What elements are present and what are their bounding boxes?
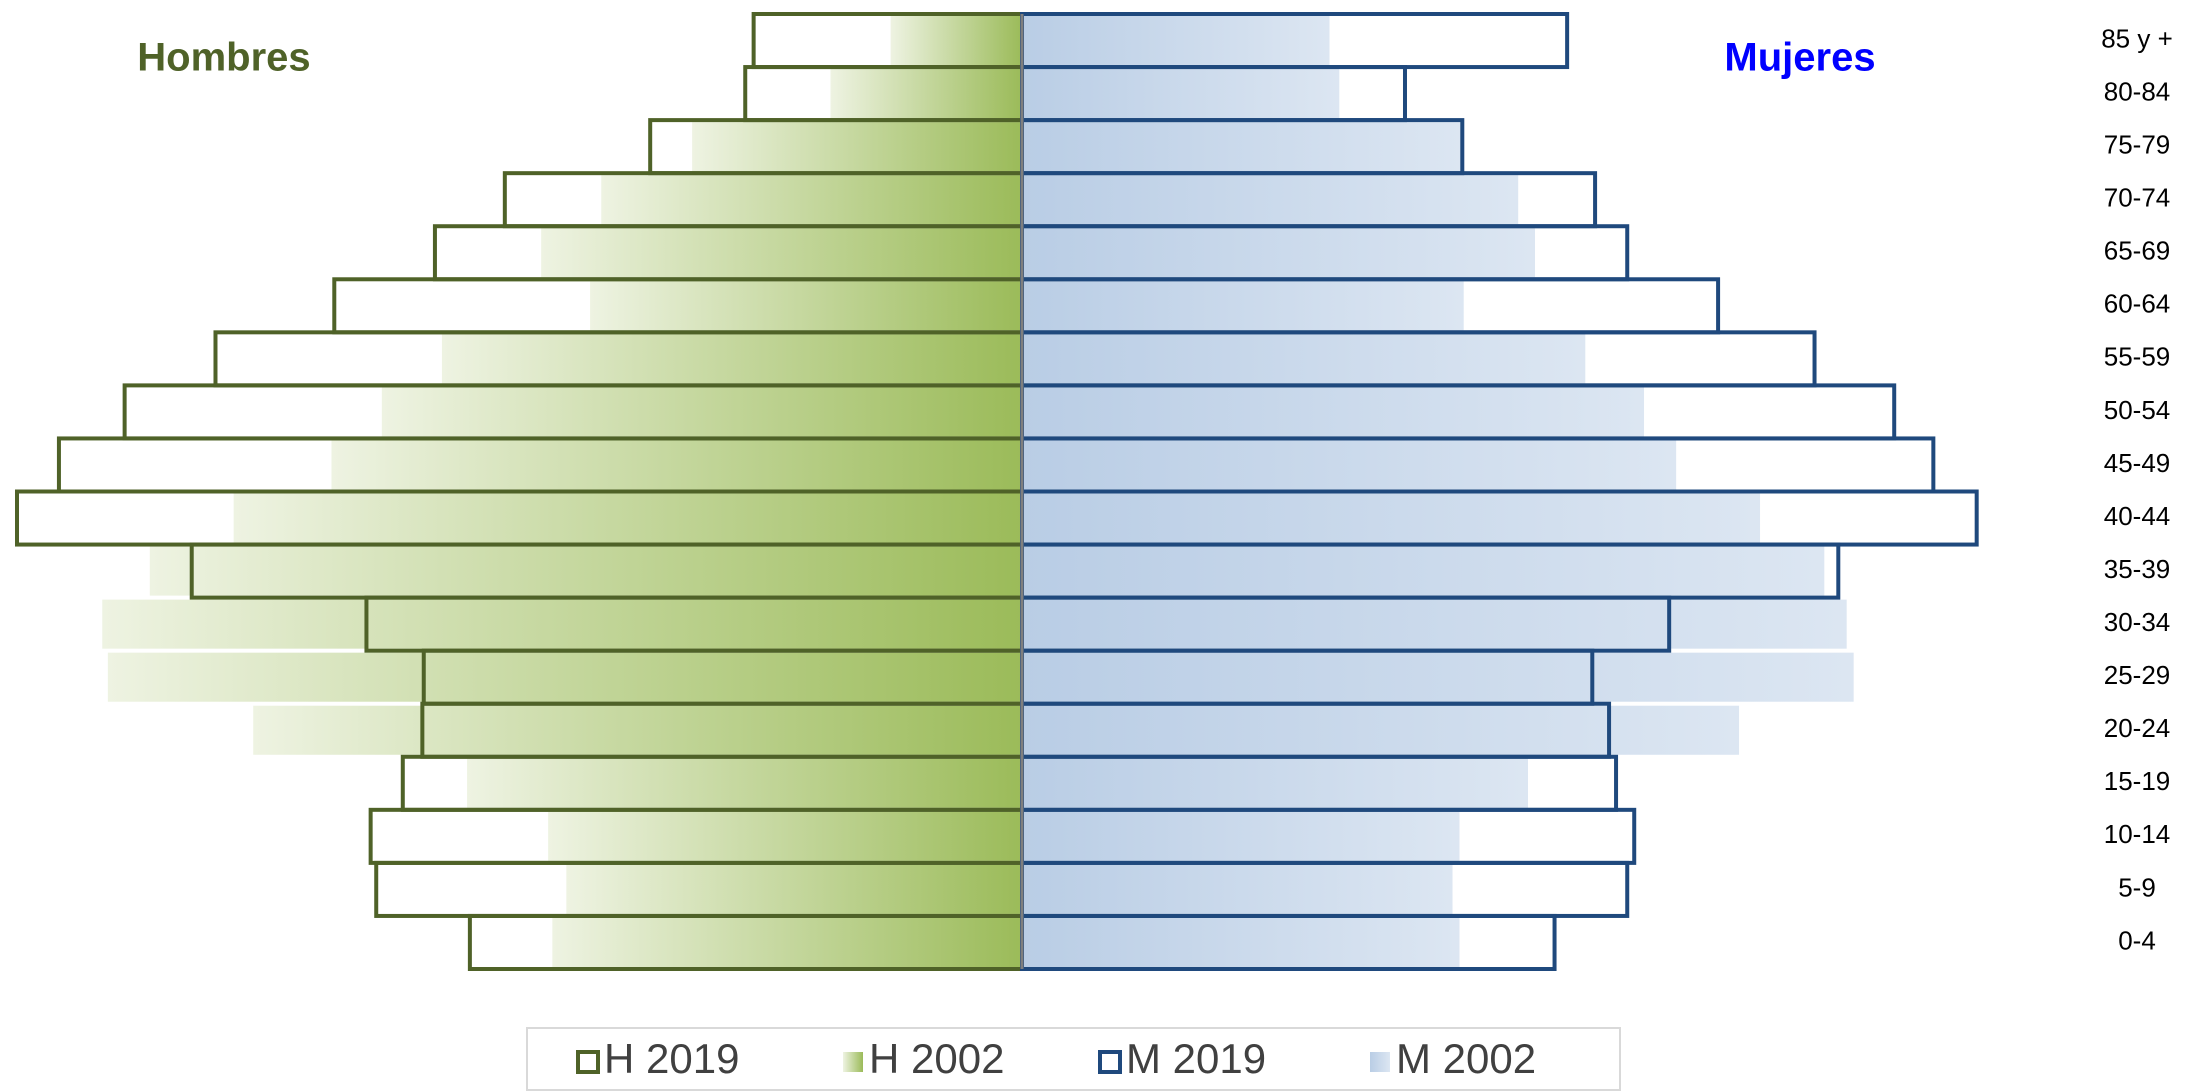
category-label: 65-69 xyxy=(2104,236,2171,266)
side-label: Hombres xyxy=(137,36,310,80)
legend-swatch xyxy=(1098,1050,1122,1074)
category-label: 45-49 xyxy=(2104,448,2171,478)
category-label: 70-74 xyxy=(2104,183,2171,213)
bar xyxy=(1022,917,1460,967)
bar xyxy=(233,493,1022,543)
legend-swatch xyxy=(576,1050,600,1074)
bar xyxy=(1022,440,1677,490)
category-label: 10-14 xyxy=(2104,819,2171,849)
bar xyxy=(1022,281,1464,331)
category-label: 0-4 xyxy=(2118,925,2156,955)
legend-label: H 2019 xyxy=(604,1035,739,1082)
category-label: 60-64 xyxy=(2104,289,2171,319)
bar xyxy=(1022,599,1847,649)
legend-swatch xyxy=(843,1052,863,1072)
category-label: 35-39 xyxy=(2104,554,2171,584)
bar xyxy=(1022,758,1528,808)
bar xyxy=(566,864,1022,914)
category-label: 85 y + xyxy=(2101,23,2173,53)
side-label: Mujeres xyxy=(1724,36,1875,80)
bar xyxy=(1022,175,1519,225)
legend-label: M 2002 xyxy=(1396,1035,1536,1082)
bar xyxy=(1022,16,1330,66)
bar xyxy=(107,652,1023,702)
bar xyxy=(253,705,1022,755)
bar xyxy=(1022,864,1453,914)
category-label: 80-84 xyxy=(2104,76,2171,106)
category-label: 75-79 xyxy=(2104,130,2171,160)
bar xyxy=(467,758,1022,808)
legend-label: H 2002 xyxy=(869,1035,1004,1082)
legend-label: M 2019 xyxy=(1126,1035,1266,1082)
bar xyxy=(1022,122,1463,172)
bar xyxy=(381,387,1022,437)
bar xyxy=(102,599,1022,649)
bar xyxy=(441,334,1023,384)
bar xyxy=(1022,705,1740,755)
bar xyxy=(890,16,1022,66)
legend-swatch xyxy=(1370,1052,1390,1072)
bar xyxy=(331,440,1023,490)
bar xyxy=(830,69,1022,119)
category-label: 40-44 xyxy=(2104,501,2171,531)
category-label: 50-54 xyxy=(2104,395,2171,425)
category-label: 30-34 xyxy=(2104,607,2171,637)
bar xyxy=(1022,652,1854,702)
bar xyxy=(1022,228,1535,278)
bar xyxy=(548,811,1022,861)
bar xyxy=(541,228,1022,278)
legend-box xyxy=(526,1027,1621,1091)
bar xyxy=(149,546,1023,596)
category-label: 5-9 xyxy=(2118,872,2156,902)
bar xyxy=(601,175,1022,225)
bar xyxy=(692,122,1022,172)
bar xyxy=(1022,334,1586,384)
bar xyxy=(590,281,1022,331)
category-label: 55-59 xyxy=(2104,342,2171,372)
bar xyxy=(552,917,1022,967)
bar xyxy=(1022,493,1761,543)
bar xyxy=(1022,811,1460,861)
category-label: 20-24 xyxy=(2104,713,2171,743)
category-label: 25-29 xyxy=(2104,660,2171,690)
bar xyxy=(1022,546,1825,596)
bar xyxy=(1022,387,1645,437)
category-label: 15-19 xyxy=(2104,766,2171,796)
bar xyxy=(1022,69,1340,119)
